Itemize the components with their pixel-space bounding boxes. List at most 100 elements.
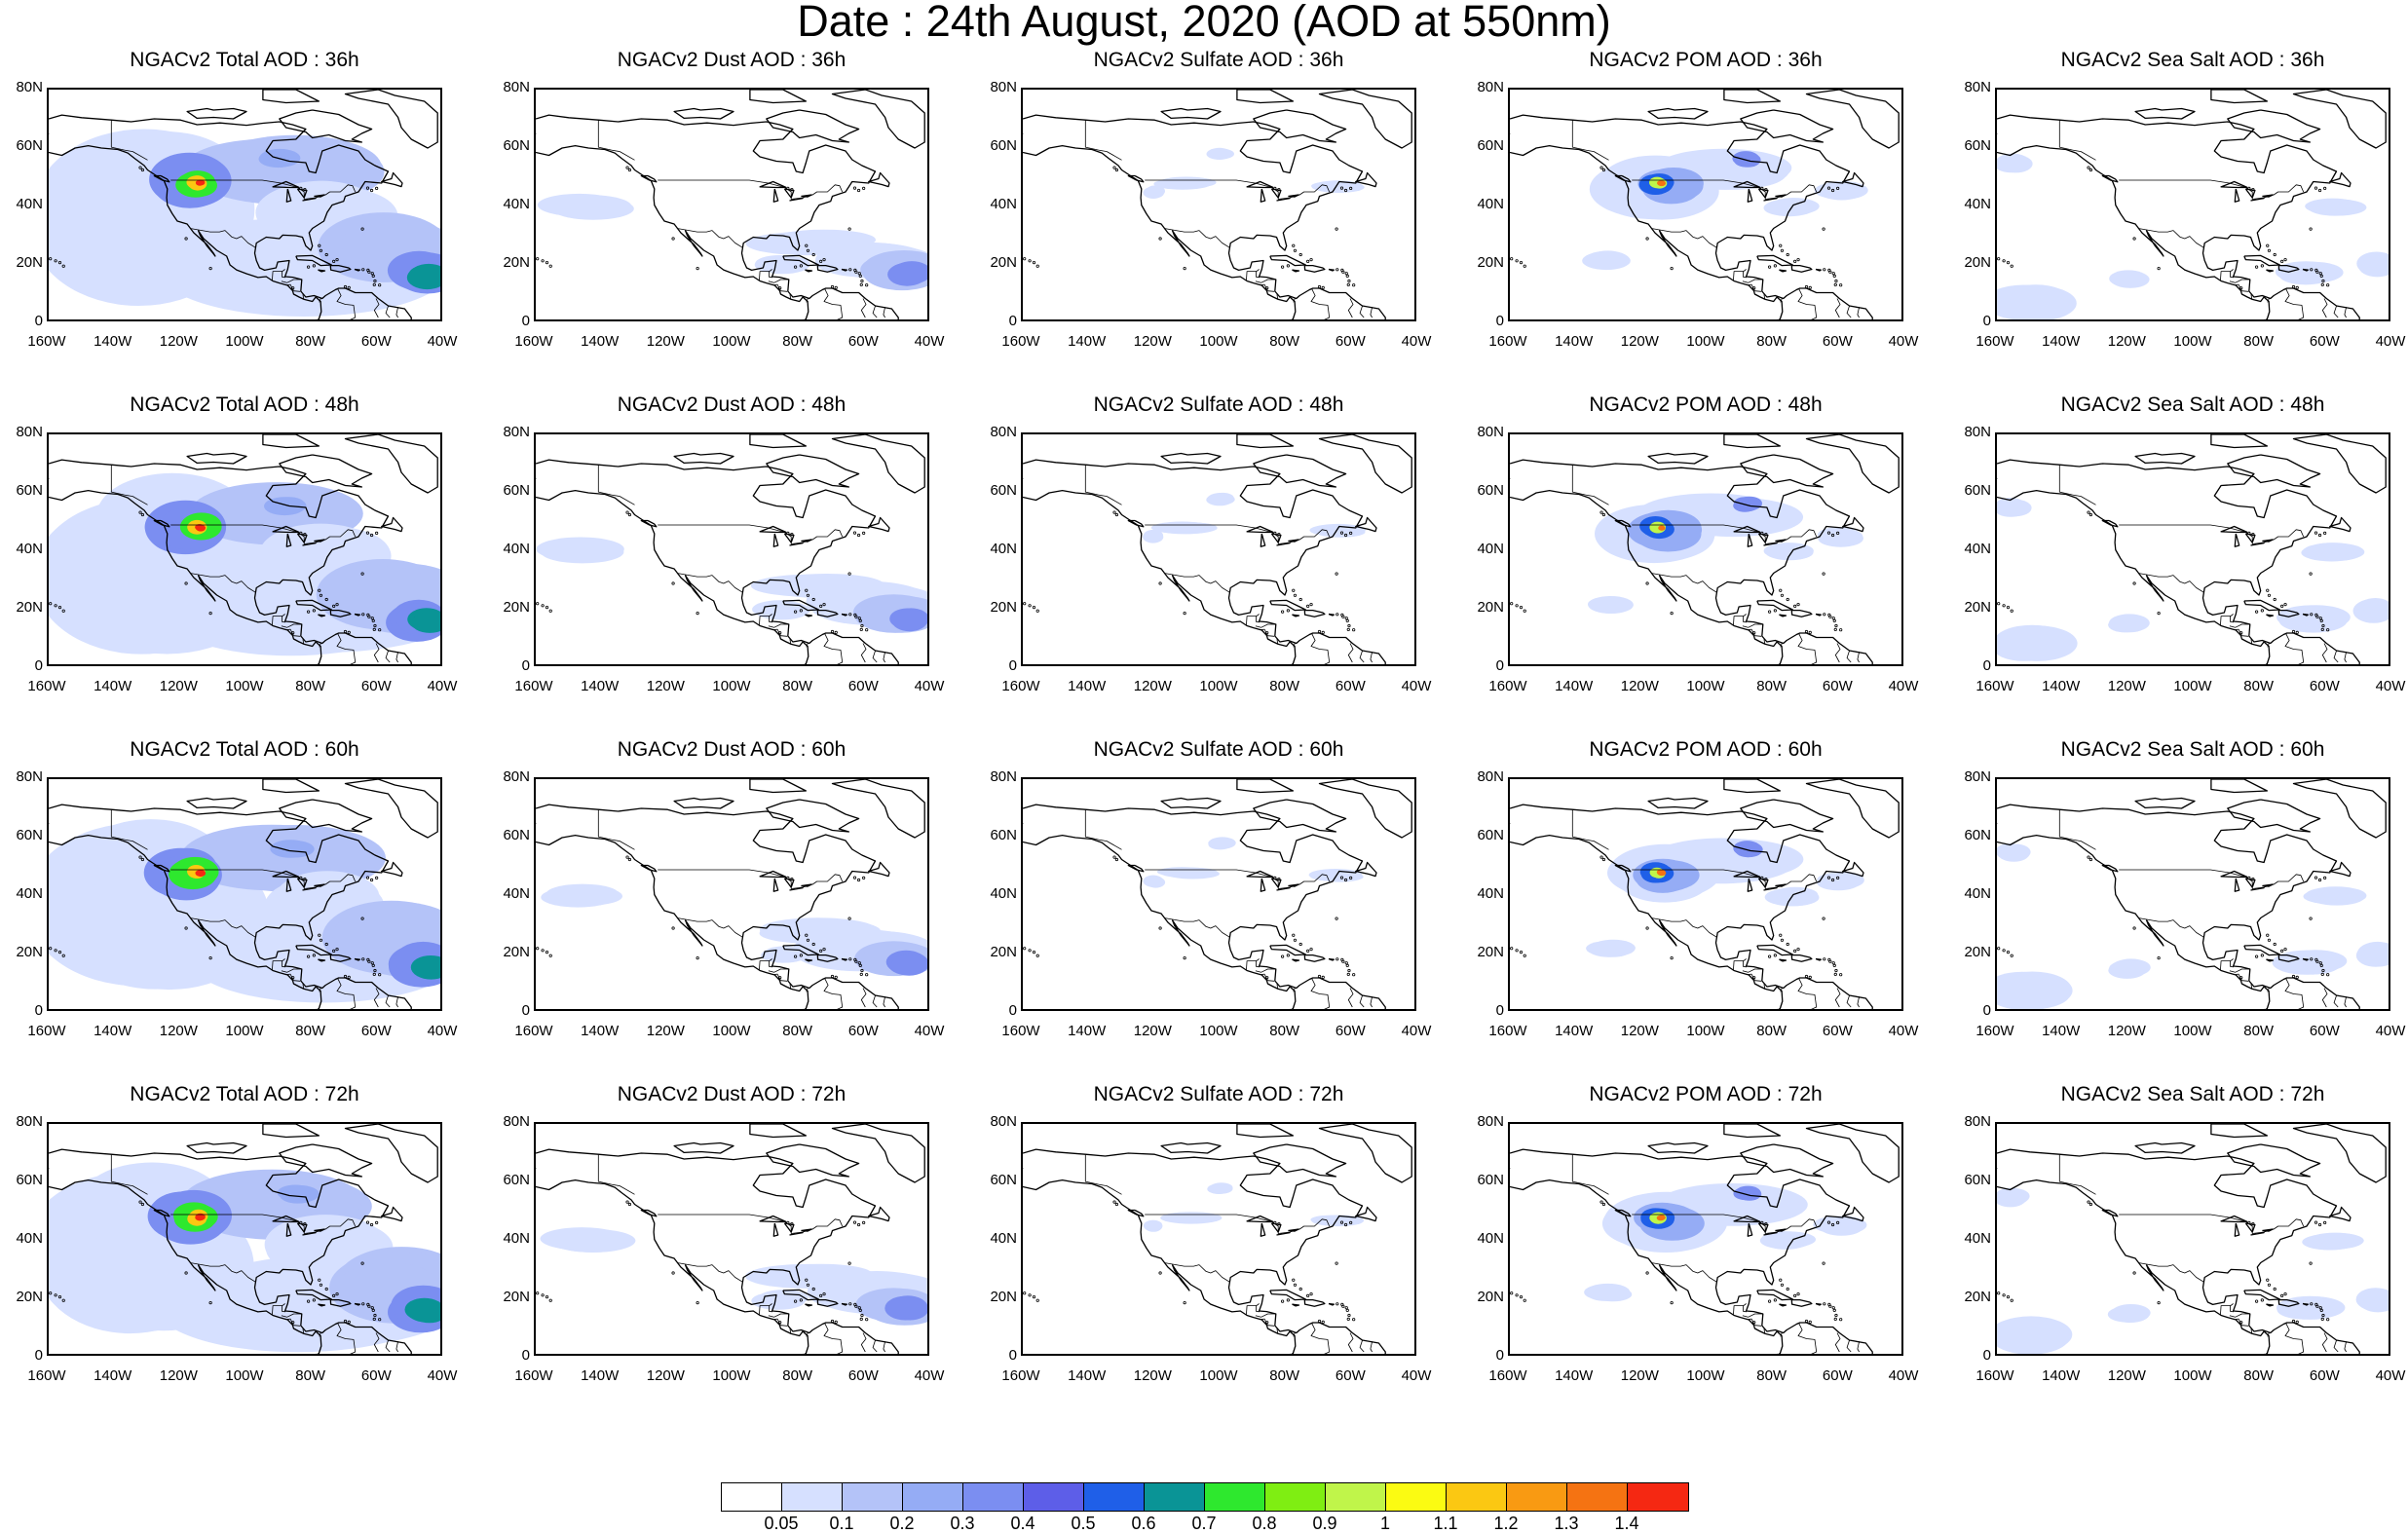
lon-tick-label: 40W	[1401, 1367, 1432, 1384]
island	[366, 1302, 370, 1306]
coastline	[1842, 861, 1864, 878]
coastline	[1292, 269, 1300, 273]
island	[860, 279, 864, 283]
island	[2255, 954, 2259, 958]
lat-tick-label: 0	[1982, 1347, 1991, 1364]
coastline	[285, 533, 292, 547]
lat-tick-label: 40N	[16, 541, 43, 557]
aod-panel-seasalt-48h: NGACv2 Sea Salt AOD : 48h 80N 60N 40N 20N 0 16…	[1964, 393, 2405, 705]
country-border	[773, 283, 781, 291]
country-border	[2138, 1262, 2204, 1283]
lon-tick-label: 160W	[1975, 333, 2014, 350]
lat-tick-label: 40N	[990, 885, 1017, 902]
country-border	[1857, 996, 1860, 1008]
country-border	[1276, 294, 1279, 300]
country-border	[1359, 306, 1365, 318]
coastline	[2277, 609, 2300, 617]
island	[365, 1220, 370, 1224]
lon-tick-label: 100W	[2173, 333, 2212, 350]
country-border	[1084, 809, 1122, 850]
island	[1112, 855, 1116, 859]
island	[2314, 957, 2318, 961]
island	[2314, 531, 2318, 535]
coastline	[805, 269, 813, 273]
country-border	[1743, 271, 1747, 279]
coastline	[1269, 254, 1306, 267]
country-border	[2119, 524, 2305, 544]
coastline	[1160, 107, 1222, 120]
country-border	[1651, 573, 1717, 593]
lat-tick-label: 0	[1495, 657, 1504, 674]
lon-tick-label: 60W	[360, 333, 392, 350]
island	[1833, 627, 1837, 631]
coastline	[318, 958, 326, 962]
colorbar-swatch	[1386, 1483, 1447, 1511]
island	[1273, 531, 1277, 536]
island	[1183, 1301, 1186, 1305]
island	[1670, 956, 1674, 960]
country-border	[395, 652, 398, 663]
panel-title: NGACv2 POM AOD : 36h	[1589, 49, 1823, 71]
island	[54, 604, 57, 608]
coastline	[49, 114, 412, 319]
country-border	[1370, 652, 1373, 663]
island	[61, 609, 65, 613]
island	[1752, 1321, 1756, 1325]
country-border	[302, 984, 305, 990]
island	[361, 613, 365, 617]
coastline	[816, 954, 839, 962]
coastline	[789, 886, 804, 891]
coastline	[2243, 944, 2280, 956]
aod-contour	[410, 955, 440, 980]
coastline	[1614, 1209, 1632, 1217]
coastline	[1270, 533, 1282, 543]
island	[545, 1295, 549, 1299]
lon-tick-label: 100W	[1686, 1023, 1725, 1039]
lon-tick-label: 80W	[1269, 1367, 1300, 1384]
lon-tick-label: 60W	[360, 1367, 392, 1384]
coastline	[295, 1289, 332, 1301]
lat-tick-label: 80N	[1477, 79, 1504, 95]
aod-contour	[2355, 1288, 2389, 1311]
lat-tick-label: 20N	[990, 1289, 1017, 1305]
country-border	[319, 297, 321, 303]
island	[319, 248, 323, 252]
coastline	[272, 870, 300, 879]
page-title: Date : 24th August, 2020 (AOD at 550nm)	[797, 0, 1611, 46]
island	[318, 933, 321, 937]
country-border	[1260, 628, 1268, 636]
island	[1265, 631, 1269, 635]
colorbar-swatch	[1265, 1483, 1326, 1511]
lat-tick-label: 80N	[1477, 768, 1504, 785]
coastline	[1647, 107, 1709, 120]
island	[1834, 623, 1838, 628]
island	[208, 1301, 212, 1305]
country-border	[190, 573, 256, 593]
island	[858, 618, 862, 622]
island	[2295, 975, 2299, 979]
coastline	[2266, 614, 2275, 617]
island	[1317, 629, 1322, 634]
island	[1023, 602, 1027, 606]
country-border	[1347, 643, 1354, 663]
island	[57, 951, 62, 954]
coastline	[2234, 188, 2240, 203]
island	[2267, 248, 2272, 252]
aod-panel-total-36h: NGACv2 Total AOD : 36h 80N 60N 40N 20N 0 160W 1…	[16, 49, 457, 360]
country-border	[1310, 633, 1331, 664]
coastline	[2266, 269, 2275, 273]
country-border	[2241, 1325, 2249, 1327]
country-border	[293, 980, 301, 982]
coastline	[1023, 1148, 1386, 1354]
island	[2273, 252, 2276, 257]
island	[347, 1320, 351, 1324]
coastline	[153, 519, 170, 528]
coastline	[1757, 533, 1769, 543]
country-border	[1748, 283, 1755, 291]
island	[2088, 1202, 2093, 1207]
island	[794, 610, 798, 614]
island	[61, 264, 65, 268]
country-border	[1571, 465, 1609, 505]
island	[369, 533, 374, 538]
coastline	[381, 861, 403, 878]
